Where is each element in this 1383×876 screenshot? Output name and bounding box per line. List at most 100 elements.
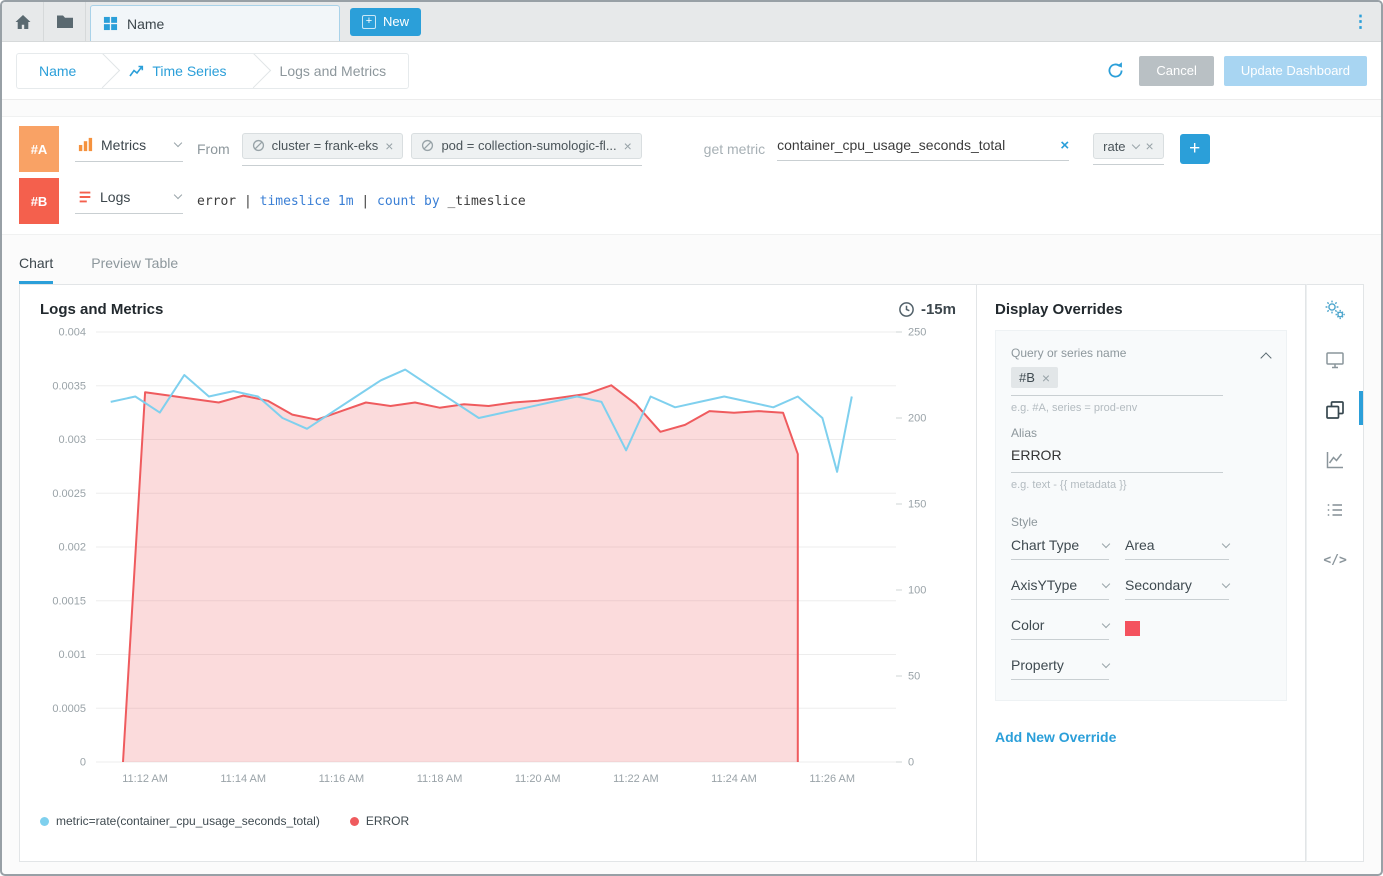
breadcrumb-name[interactable]: Name	[17, 63, 98, 79]
svg-text:0.004: 0.004	[58, 327, 86, 339]
folder-button[interactable]	[44, 2, 86, 41]
active-rail-indicator	[1359, 391, 1363, 425]
svg-text:0.0025: 0.0025	[52, 488, 86, 500]
json-editor-button[interactable]: </>	[1323, 549, 1347, 571]
svg-text:11:22 AM: 11:22 AM	[613, 773, 659, 785]
timeseries-chart[interactable]: 0 0.0005 0.001 0.0015 0.002 0.0025 0.003 0.0035…	[40, 318, 956, 810]
alias-input[interactable]: ERROR	[1011, 447, 1223, 473]
query-series-input[interactable]: #B ×	[1011, 367, 1223, 396]
metric-name-input[interactable]: container_cpu_usage_seconds_total ×	[777, 136, 1070, 161]
display-overrides-button[interactable]	[1323, 399, 1347, 421]
axis-type-row: AxisYType Secondary	[1011, 577, 1271, 600]
color-swatch[interactable]	[1125, 621, 1140, 636]
tab-chart[interactable]: Chart	[19, 255, 54, 284]
property-dropdown[interactable]: Property	[1011, 657, 1111, 680]
metric-filters-field[interactable]: cluster = frank-eks × pod = collection-s…	[241, 132, 642, 166]
legend-label: metric=rate(container_cpu_usage_seconds_…	[56, 814, 320, 828]
add-operator-button[interactable]: +	[1179, 134, 1210, 164]
tab-preview-table[interactable]: Preview Table	[91, 255, 179, 271]
folder-icon	[56, 15, 73, 28]
svg-text:0.003: 0.003	[58, 434, 86, 446]
svg-text:0.0005: 0.0005	[52, 703, 86, 715]
chart-type-dropdown[interactable]: Chart Type	[1011, 537, 1111, 560]
time-range[interactable]: -15m	[898, 301, 956, 318]
breadcrumb-actions: Cancel Update Dashboard	[1106, 55, 1367, 86]
filter-chip-label: cluster = frank-eks	[271, 138, 379, 153]
svg-text:11:20 AM: 11:20 AM	[515, 773, 561, 785]
query-token: |	[243, 193, 260, 209]
add-new-override-link[interactable]: Add New Override	[995, 729, 1117, 745]
legend-item[interactable]: ERROR	[349, 814, 409, 828]
chevron-down-icon	[173, 138, 183, 148]
query-token: |	[353, 193, 378, 209]
chart-header: Logs and Metrics -15m	[40, 301, 956, 318]
axis-type-value-dropdown[interactable]: Secondary	[1125, 577, 1231, 600]
operator-chip-rate[interactable]: rate ×	[1093, 133, 1164, 159]
collapse-override-button[interactable]	[1260, 349, 1272, 367]
settings-button[interactable]	[1323, 299, 1347, 321]
filter-chip-cluster[interactable]: cluster = frank-eks ×	[241, 132, 404, 159]
view-tabs: Chart Preview Table	[19, 255, 1381, 284]
legend-list-button[interactable]	[1323, 499, 1347, 521]
query-row-a: #A Metrics From cluster = frank-eks × po…	[19, 124, 1364, 174]
axis-type-value: Secondary	[1125, 577, 1192, 593]
legend-dot	[349, 816, 359, 826]
chart-type-row: Chart Type Area	[1011, 537, 1271, 560]
property-dropdown-label: Property	[1011, 657, 1064, 673]
metric-name-value: container_cpu_usage_seconds_total	[777, 137, 1006, 153]
query-series-chip-label: #B	[1019, 370, 1035, 385]
logs-query-input[interactable]: error | timeslice 1m | count by _timesli…	[197, 194, 526, 209]
kebab-menu-icon[interactable]: ⋮	[1352, 11, 1369, 31]
breadcrumb: Name Time Series Logs and Metrics	[16, 52, 410, 89]
time-series-icon	[129, 65, 144, 76]
axis-type-dropdown[interactable]: AxisYType	[1011, 577, 1111, 600]
breadcrumb-panel-title-label: Logs and Metrics	[279, 62, 387, 79]
chevron-down-icon	[1101, 659, 1111, 668]
update-dashboard-button[interactable]: Update Dashboard	[1223, 55, 1367, 86]
get-metric-label: get metric	[703, 141, 766, 157]
clear-metric-icon[interactable]: ×	[1060, 136, 1070, 154]
display-button[interactable]	[1323, 349, 1347, 371]
home-button[interactable]	[2, 2, 44, 41]
chart-title: Logs and Metrics	[40, 301, 164, 318]
axes-chart-button[interactable]	[1323, 449, 1347, 471]
remove-operator-icon[interactable]: ×	[1145, 138, 1154, 154]
chart-type-value-dropdown[interactable]: Area	[1125, 537, 1231, 560]
plus-icon: +	[362, 14, 376, 29]
axis-type-dropdown-label: AxisYType	[1011, 577, 1078, 593]
breadcrumb-time-series[interactable]: Time Series	[107, 63, 248, 79]
query-series-chip[interactable]: #B ×	[1011, 367, 1059, 388]
query-a-type-label: Metrics	[101, 136, 147, 153]
svg-text:100: 100	[908, 585, 926, 597]
query-b-type-dropdown[interactable]: Logs	[75, 189, 183, 214]
query-token: error	[197, 193, 244, 209]
cancel-button[interactable]: Cancel	[1139, 55, 1214, 86]
chevron-down-icon	[1131, 140, 1140, 149]
top-tab-bar: Name + New ⋮	[2, 2, 1381, 42]
remove-query-series-icon[interactable]: ×	[1041, 369, 1051, 386]
color-dropdown[interactable]: Color	[1011, 617, 1111, 640]
legend-item[interactable]: metric=rate(container_cpu_usage_seconds_…	[40, 814, 320, 828]
remove-filter-icon[interactable]: ×	[385, 137, 394, 154]
tab-name[interactable]: Name	[90, 5, 340, 41]
query-token: _timeslice	[439, 193, 526, 209]
style-label: Style	[1011, 515, 1038, 529]
query-b-badge: #B	[19, 178, 59, 224]
svg-text:11:18 AM: 11:18 AM	[417, 773, 463, 785]
chevron-down-icon	[1221, 539, 1231, 548]
refresh-icon	[1108, 62, 1123, 78]
query-a-type-dropdown[interactable]: Metrics	[75, 136, 183, 162]
logs-icon	[79, 191, 91, 202]
legend-dot	[40, 816, 49, 826]
refresh-button[interactable]	[1106, 61, 1125, 80]
chart-type-dropdown-label: Chart Type	[1011, 537, 1080, 553]
svg-text:11:16 AM: 11:16 AM	[319, 773, 365, 785]
filter-chip-pod[interactable]: pod = collection-sumologic-fl... ×	[411, 132, 642, 159]
svg-text:11:24 AM: 11:24 AM	[711, 773, 757, 785]
chevron-up-icon	[1260, 352, 1272, 364]
chart-type-value: Area	[1125, 537, 1155, 553]
remove-filter-icon[interactable]: ×	[623, 137, 632, 154]
home-icon	[15, 14, 31, 29]
operator-chip-label: rate	[1103, 138, 1126, 154]
new-button[interactable]: + New	[350, 7, 422, 36]
